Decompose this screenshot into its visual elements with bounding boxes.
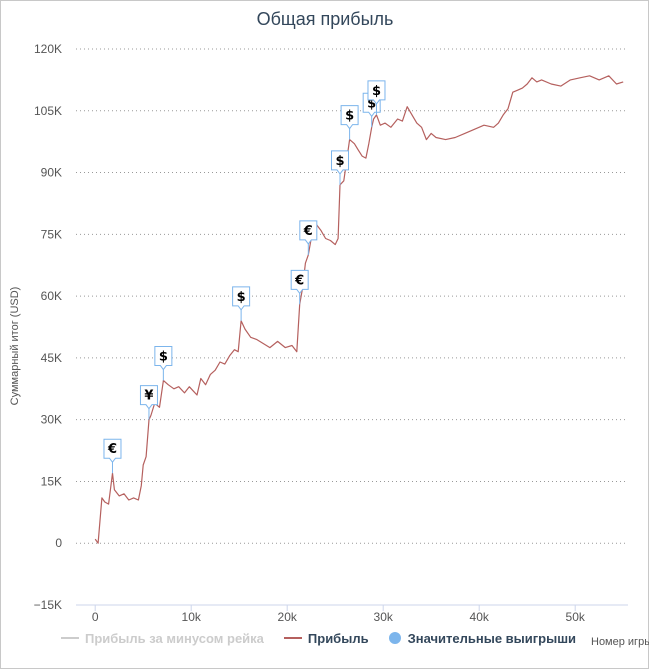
flag-currency-symbol: $ [237, 290, 246, 305]
y-tick-label: −15K [34, 598, 62, 612]
x-tick-label: 50k [566, 610, 586, 624]
flag-currency-symbol: ¥ [144, 389, 153, 404]
y-tick-label: 105K [34, 104, 62, 118]
profit-series-line[interactable] [94, 75, 624, 544]
big-win-flag[interactable]: ¥ [139, 385, 158, 420]
axis-layer: −15K 0 15K 30K 45K 60K 75K 90K 105K 120K 0 10k 20k 30… [34, 42, 628, 624]
y-tick-label: 60K [41, 289, 62, 303]
x-tick-label: 10k [182, 610, 202, 624]
y-tick-label: 0 [55, 536, 62, 550]
big-win-flag[interactable]: $ [154, 346, 173, 381]
y-tick-label: 90K [41, 166, 62, 180]
y-axis-title: Суммарный итог (USD) [9, 287, 21, 406]
chart-title: Общая прибыль [257, 9, 394, 29]
big-win-flag[interactable]: $ [367, 80, 386, 115]
big-win-flag[interactable]: $ [232, 286, 251, 321]
big-win-flag[interactable]: € [290, 269, 309, 305]
legend: Прибыль за минусом рейка Прибыль Значите… [61, 627, 596, 649]
flag-currency-symbol: $ [367, 96, 376, 111]
legend-label-big-wins: Значительные выигрыши [407, 630, 577, 646]
big-win-flag[interactable]: $ [340, 105, 359, 140]
flag-box [331, 150, 349, 175]
flag-box [290, 269, 309, 295]
big-win-flag[interactable]: € [299, 220, 318, 255]
flag-box [139, 385, 158, 410]
y-tick-label: 120K [34, 42, 62, 56]
flag-currency-symbol: € [107, 442, 117, 457]
series-layer [94, 75, 624, 544]
grid-layer [76, 48, 628, 606]
y-tick-label: 30K [41, 413, 62, 427]
flag-box [367, 80, 386, 105]
legend-dot-icon [388, 632, 401, 644]
flag-currency-symbol: $ [345, 109, 354, 124]
legend-item-net-profit[interactable]: Прибыль за минусом рейка [61, 631, 264, 646]
flags-layer[interactable]: €¥$$€€$$$$ [103, 80, 386, 474]
x-tick-label: 20k [278, 610, 298, 624]
flag-box [232, 286, 251, 311]
flag-box [340, 105, 359, 130]
flag-currency-symbol: $ [335, 154, 344, 169]
legend-item-big-wins[interactable]: Значительные выигрыши [388, 630, 577, 646]
legend-label-profit: Прибыль [307, 630, 369, 646]
legend-line-icon [61, 637, 79, 639]
x-tick-label: 30k [374, 610, 394, 624]
x-tick-label: 0 [92, 610, 99, 624]
flag-currency-symbol: $ [159, 350, 168, 365]
y-tick-label: 45K [41, 351, 62, 365]
legend-item-profit[interactable]: Прибыль [283, 630, 369, 646]
flag-currency-symbol: $ [372, 84, 381, 99]
legend-line-icon [283, 637, 302, 639]
y-tick-label: 15K [41, 474, 62, 488]
x-axis-title: Номер игры [591, 636, 649, 648]
big-win-flag[interactable]: $ [331, 150, 349, 185]
flag-currency-symbol: € [303, 224, 313, 239]
flag-box [154, 346, 173, 371]
y-tick-label: 75K [41, 227, 62, 241]
legend-label-net-profit: Прибыль за минусом рейка [85, 630, 264, 646]
big-win-flag[interactable]: € [103, 438, 122, 474]
x-tick-label: 40k [470, 610, 490, 624]
flag-currency-symbol: € [294, 273, 304, 288]
flag-box [103, 438, 122, 464]
flag-box [299, 220, 318, 245]
